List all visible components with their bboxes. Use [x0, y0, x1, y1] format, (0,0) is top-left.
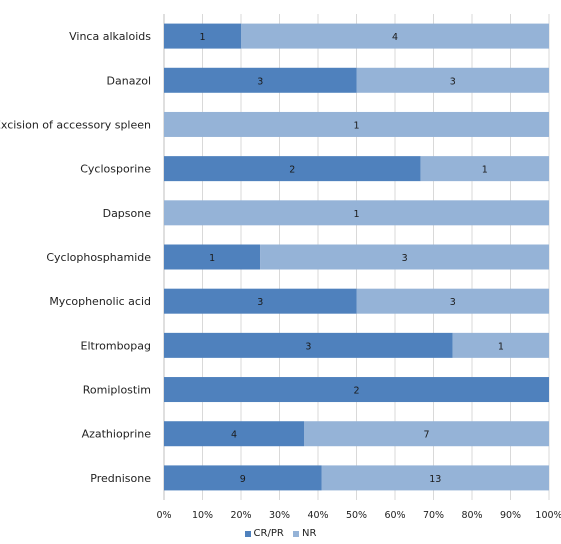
data-label: 1: [498, 341, 504, 352]
category-label: Mycophenolic acid: [49, 295, 151, 308]
data-label: 1: [482, 165, 488, 176]
x-tick-label: 40%: [307, 510, 328, 521]
bar-segment-cr-pr: [164, 288, 357, 314]
bar-segment-cr-pr: [164, 23, 241, 49]
x-tick-label: 0%: [156, 510, 171, 521]
legend-label-nr: NR: [302, 528, 317, 539]
data-label: 3: [305, 341, 311, 352]
bar-segment-nr: [356, 67, 549, 93]
legend-item-cr-pr: CR/PR: [244, 528, 284, 540]
category-label: Romiplostim: [83, 384, 151, 397]
data-label: 3: [450, 297, 456, 308]
category-label: Vinca alkaloids: [69, 30, 151, 43]
data-label: 3: [402, 253, 408, 264]
legend-item-nr: NR: [293, 528, 316, 540]
x-tick-label: 20%: [230, 510, 251, 521]
x-tick-label: 30%: [269, 510, 290, 521]
category-label: Excision of accessory spleen: [0, 118, 151, 131]
data-label: 2: [289, 165, 295, 176]
x-tick-label: 80%: [461, 510, 482, 521]
data-label: 7: [423, 430, 429, 441]
x-tick-label: 60%: [384, 510, 405, 521]
data-label: 3: [450, 76, 456, 87]
category-label: Azathioprine: [82, 428, 152, 441]
data-label: 3: [257, 297, 263, 308]
bar-segment-cr-pr: [164, 377, 549, 403]
x-tick-label: 50%: [346, 510, 367, 521]
data-label: 1: [353, 120, 359, 131]
bar-segment-nr: [356, 288, 549, 314]
legend: CR/PR NR: [0, 528, 561, 541]
category-label: Cyclophosphamide: [46, 251, 151, 264]
bar-segment-cr-pr: [164, 156, 421, 182]
bar-segment-cr-pr: [164, 465, 322, 491]
bar-segment-nr: [321, 465, 549, 491]
bar-segment-nr: [164, 111, 549, 137]
data-label: 1: [353, 209, 359, 220]
bar-segment-nr: [304, 421, 549, 447]
bar-segment-nr: [452, 332, 549, 358]
bar-segment-cr-pr: [164, 67, 357, 93]
x-tick-label: 70%: [423, 510, 444, 521]
data-label: 1: [209, 253, 215, 264]
bar-segment-cr-pr: [164, 244, 261, 270]
x-tick-label: 100%: [535, 510, 561, 521]
category-label: Cyclosporine: [80, 163, 151, 176]
category-label: Eltrombopag: [81, 339, 151, 352]
bar-segment-nr: [164, 200, 549, 226]
bar-segment-nr: [260, 244, 549, 270]
legend-swatch-cr-pr: [244, 531, 251, 537]
category-label: Dapsone: [103, 207, 152, 220]
legend-label-cr-pr: CR/PR: [253, 528, 284, 539]
data-label: 9: [240, 474, 246, 485]
category-label: Prednisone: [90, 472, 151, 485]
x-tick-label: 90%: [500, 510, 521, 521]
bar-segment-nr: [241, 23, 549, 49]
bar-segment-nr: [420, 156, 549, 182]
bar-segment-cr-pr: [164, 421, 304, 447]
data-label: 3: [257, 76, 263, 87]
bar-segment-cr-pr: [164, 332, 453, 358]
legend-swatch-nr: [293, 531, 300, 537]
data-label: 4: [231, 430, 237, 441]
data-label: 13: [429, 474, 441, 485]
data-label: 2: [353, 386, 359, 397]
data-label: 4: [392, 32, 398, 43]
x-tick-label: 10%: [192, 510, 213, 521]
data-label: 1: [199, 32, 205, 43]
category-label: Danazol: [107, 74, 151, 87]
